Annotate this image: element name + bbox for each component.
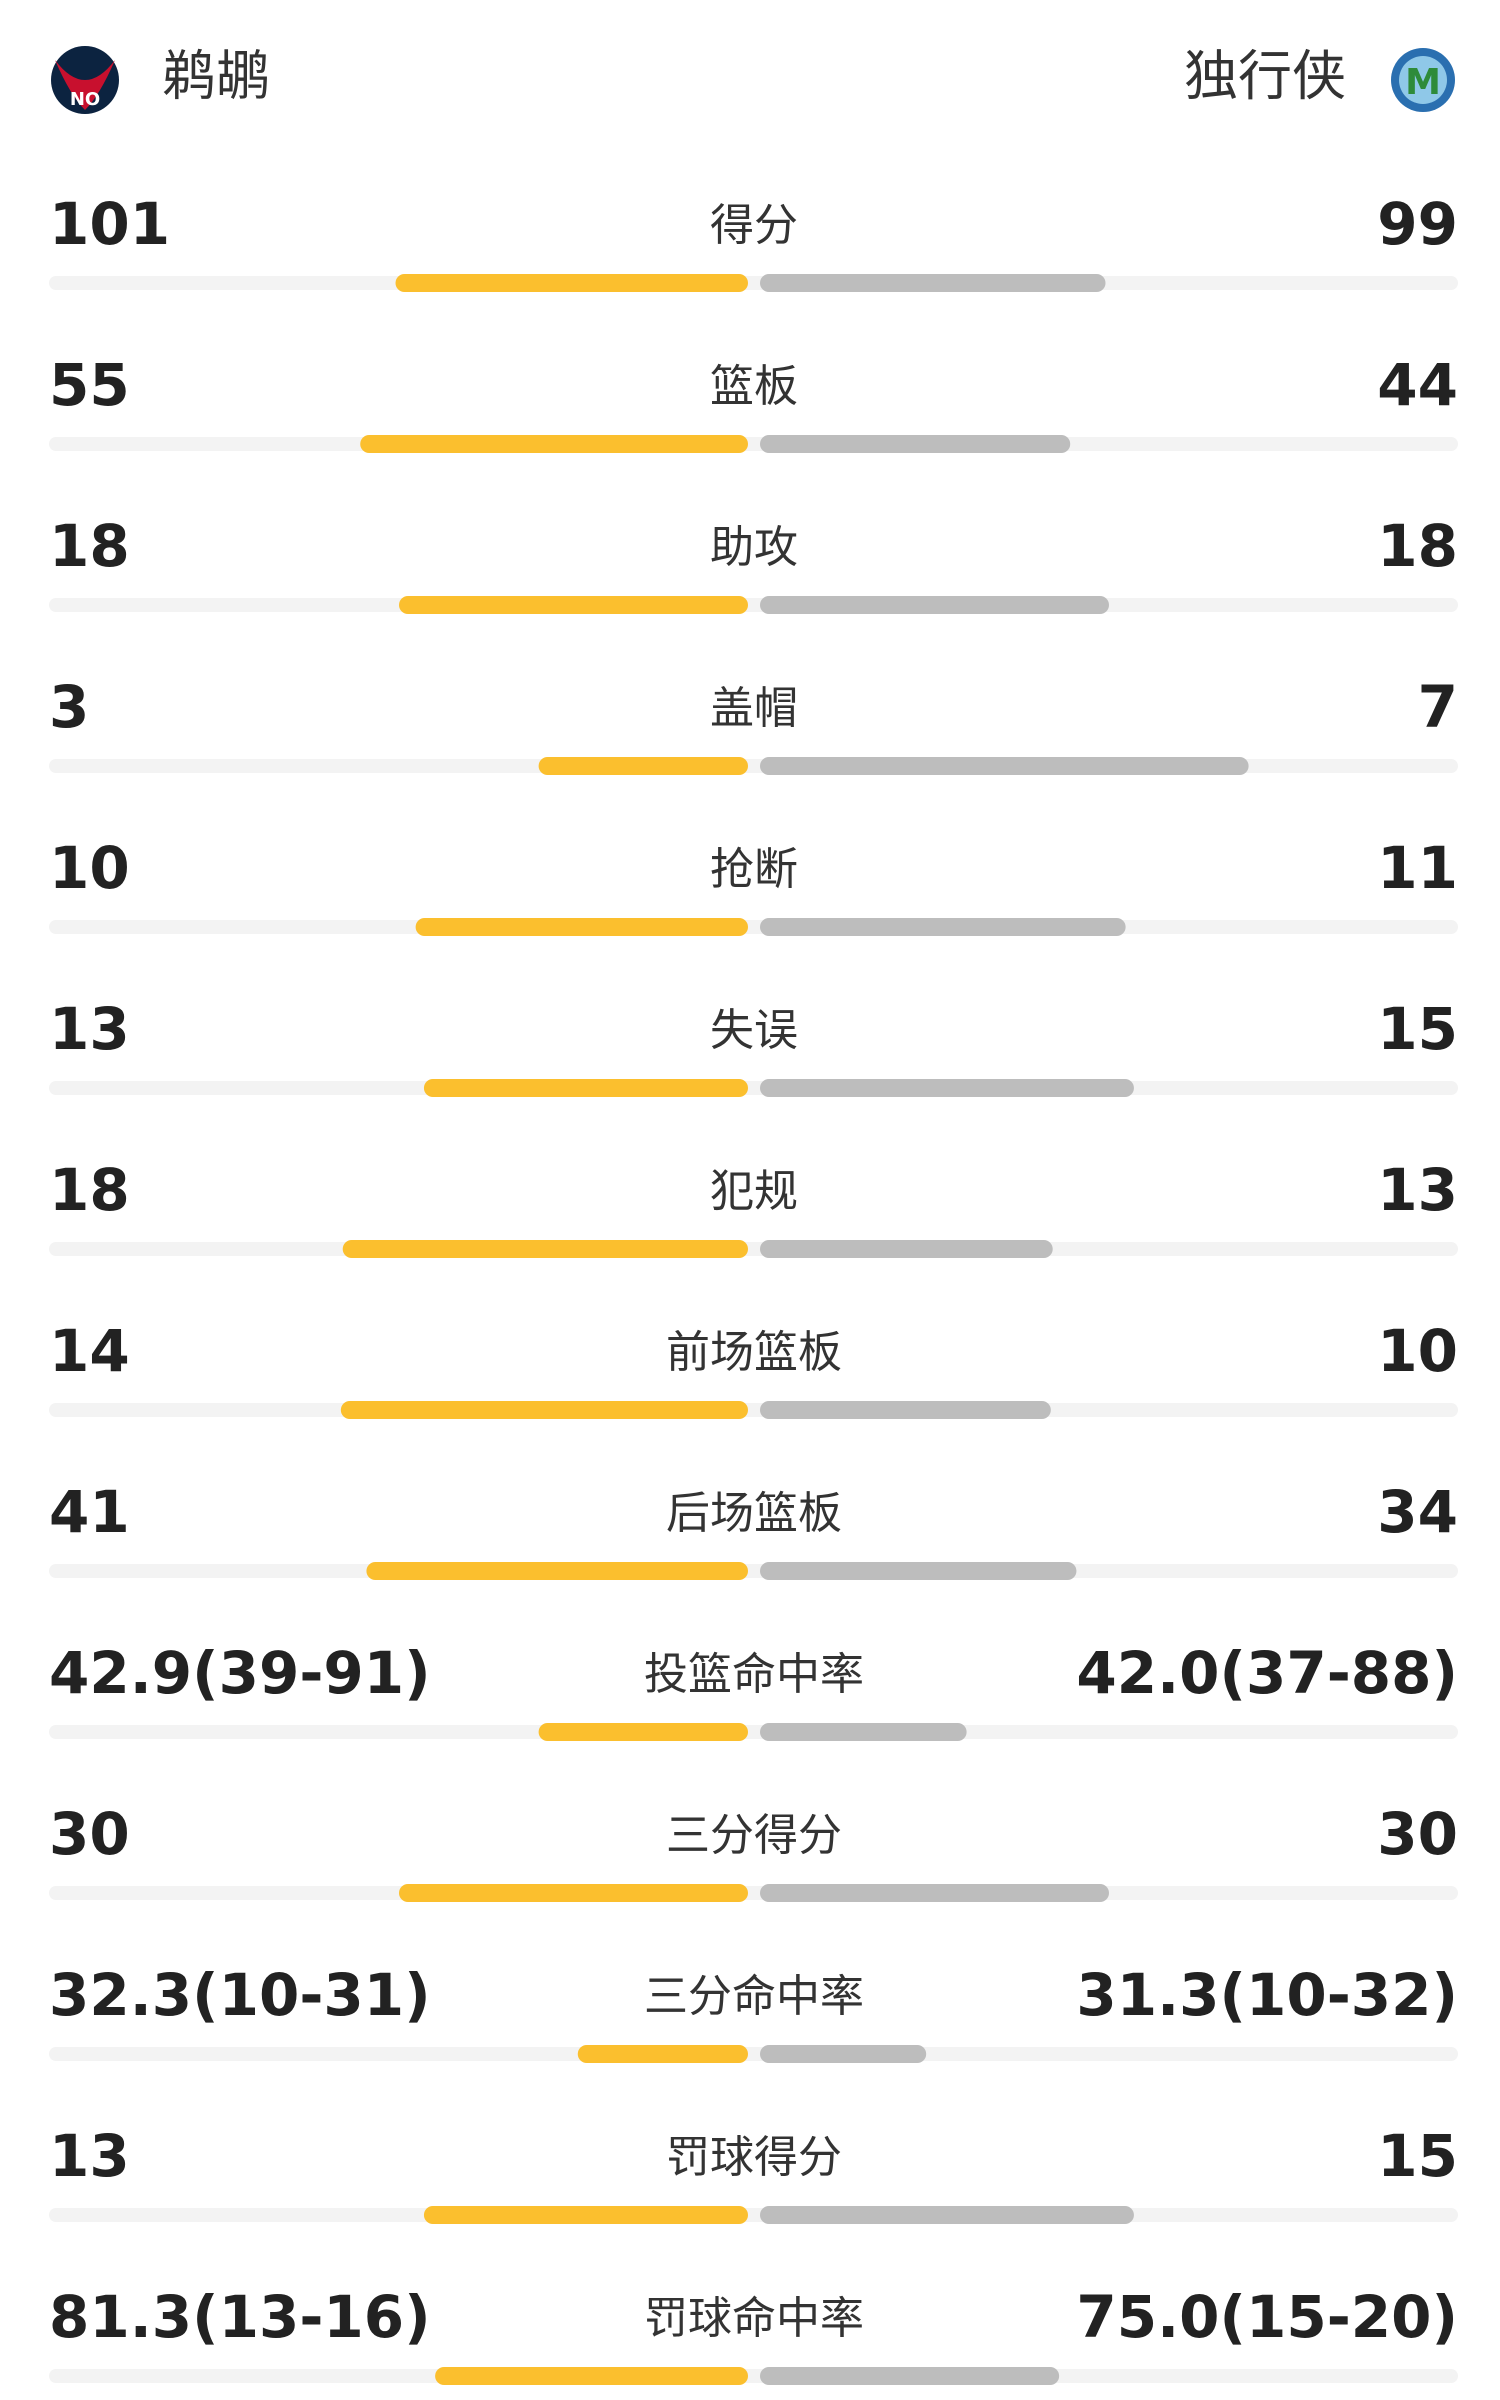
away-value: 75.0(15-20): [1076, 2283, 1458, 2351]
away-team-name: 独行侠: [1184, 45, 1346, 108]
away-value: 10: [1377, 1317, 1458, 1385]
home-team-name: 鹈鹕: [162, 45, 270, 108]
away-bar: [760, 1240, 1053, 1258]
away-bar: [760, 1723, 967, 1741]
away-bar: [760, 757, 1249, 775]
home-bar: [399, 596, 748, 614]
home-bar: [435, 2367, 748, 2385]
home-value: 55: [49, 351, 130, 419]
home-bar: [423, 1079, 748, 1097]
away-bar: [760, 2367, 1060, 2385]
stat-label: 罚球命中率: [644, 2293, 864, 2344]
stat-label: 犯规: [710, 1166, 798, 1217]
svg-text:NO: NO: [70, 89, 100, 110]
away-value: 44: [1377, 351, 1458, 419]
home-value: 41: [49, 1478, 130, 1546]
away-bar: [760, 2045, 927, 2063]
away-bar: [760, 918, 1126, 936]
bar-track: [49, 276, 1458, 290]
home-bar: [395, 274, 748, 292]
home-value: 14: [49, 1317, 130, 1385]
away-value: 31.3(10-32): [1076, 1961, 1458, 2029]
stat-label: 失误: [710, 1005, 798, 1056]
away-value: 99: [1377, 190, 1458, 258]
stat-label: 前场篮板: [666, 1327, 842, 1378]
home-value: 18: [49, 1156, 130, 1224]
bar-track: [49, 437, 1458, 451]
away-bar: [760, 1401, 1051, 1419]
stat-label: 篮板: [710, 361, 798, 412]
home-bar: [366, 1562, 748, 1580]
stat-label: 得分: [710, 200, 798, 251]
home-bar: [340, 1401, 748, 1419]
home-logo: NO: [51, 46, 119, 114]
bar-track: [49, 2047, 1458, 2061]
home-bar: [399, 1884, 748, 1902]
svg-text:M: M: [1405, 62, 1441, 103]
home-value: 18: [49, 512, 130, 580]
away-logo: M: [1391, 48, 1455, 112]
home-value: 10: [49, 834, 130, 902]
away-bar: [760, 1079, 1134, 1097]
away-bar: [760, 596, 1109, 614]
bar-track: [49, 2369, 1458, 2383]
home-value: 101: [49, 190, 170, 258]
away-value: 30: [1377, 1800, 1458, 1868]
home-value: 3: [49, 673, 89, 741]
bar-track: [49, 920, 1458, 934]
stat-label: 三分得分: [666, 1810, 842, 1861]
home-value: 30: [49, 1800, 130, 1868]
away-bar: [760, 1562, 1077, 1580]
away-value: 11: [1377, 834, 1458, 902]
away-bar: [760, 1884, 1109, 1902]
away-bar: [760, 435, 1071, 453]
away-value: 15: [1377, 2122, 1458, 2190]
bar-track: [49, 2208, 1458, 2222]
bar-track: [49, 598, 1458, 612]
home-bar: [538, 757, 748, 775]
home-bar: [360, 435, 748, 453]
home-bar: [415, 918, 748, 936]
away-bar: [760, 274, 1106, 292]
home-value: 13: [49, 995, 130, 1063]
bar-track: [49, 1242, 1458, 1256]
home-value: 13: [49, 2122, 130, 2190]
bar-track: [49, 1403, 1458, 1417]
away-value: 7: [1418, 673, 1458, 741]
away-value: 13: [1377, 1156, 1458, 1224]
bar-track: [49, 1081, 1458, 1095]
bar-track: [49, 1725, 1458, 1739]
away-value: 42.0(37-88): [1076, 1639, 1458, 1707]
home-bar: [342, 1240, 748, 1258]
home-bar: [538, 1723, 748, 1741]
away-value: 15: [1377, 995, 1458, 1063]
stat-label: 盖帽: [710, 683, 798, 734]
away-value: 18: [1377, 512, 1458, 580]
home-value: 81.3(13-16): [49, 2283, 431, 2351]
stat-label: 抢断: [710, 844, 798, 895]
stat-label: 投篮命中率: [644, 1649, 864, 1700]
stat-label: 助攻: [710, 522, 798, 573]
away-bar: [760, 2206, 1134, 2224]
away-value: 34: [1377, 1478, 1458, 1546]
stat-label: 后场篮板: [666, 1488, 842, 1539]
home-bar: [423, 2206, 748, 2224]
home-value: 42.9(39-91): [49, 1639, 431, 1707]
bar-track: [49, 1564, 1458, 1578]
home-value: 32.3(10-31): [49, 1961, 431, 2029]
home-bar: [577, 2045, 748, 2063]
stat-label: 三分命中率: [644, 1971, 864, 2022]
bar-track: [49, 1886, 1458, 1900]
stat-label: 罚球得分: [666, 2132, 842, 2183]
